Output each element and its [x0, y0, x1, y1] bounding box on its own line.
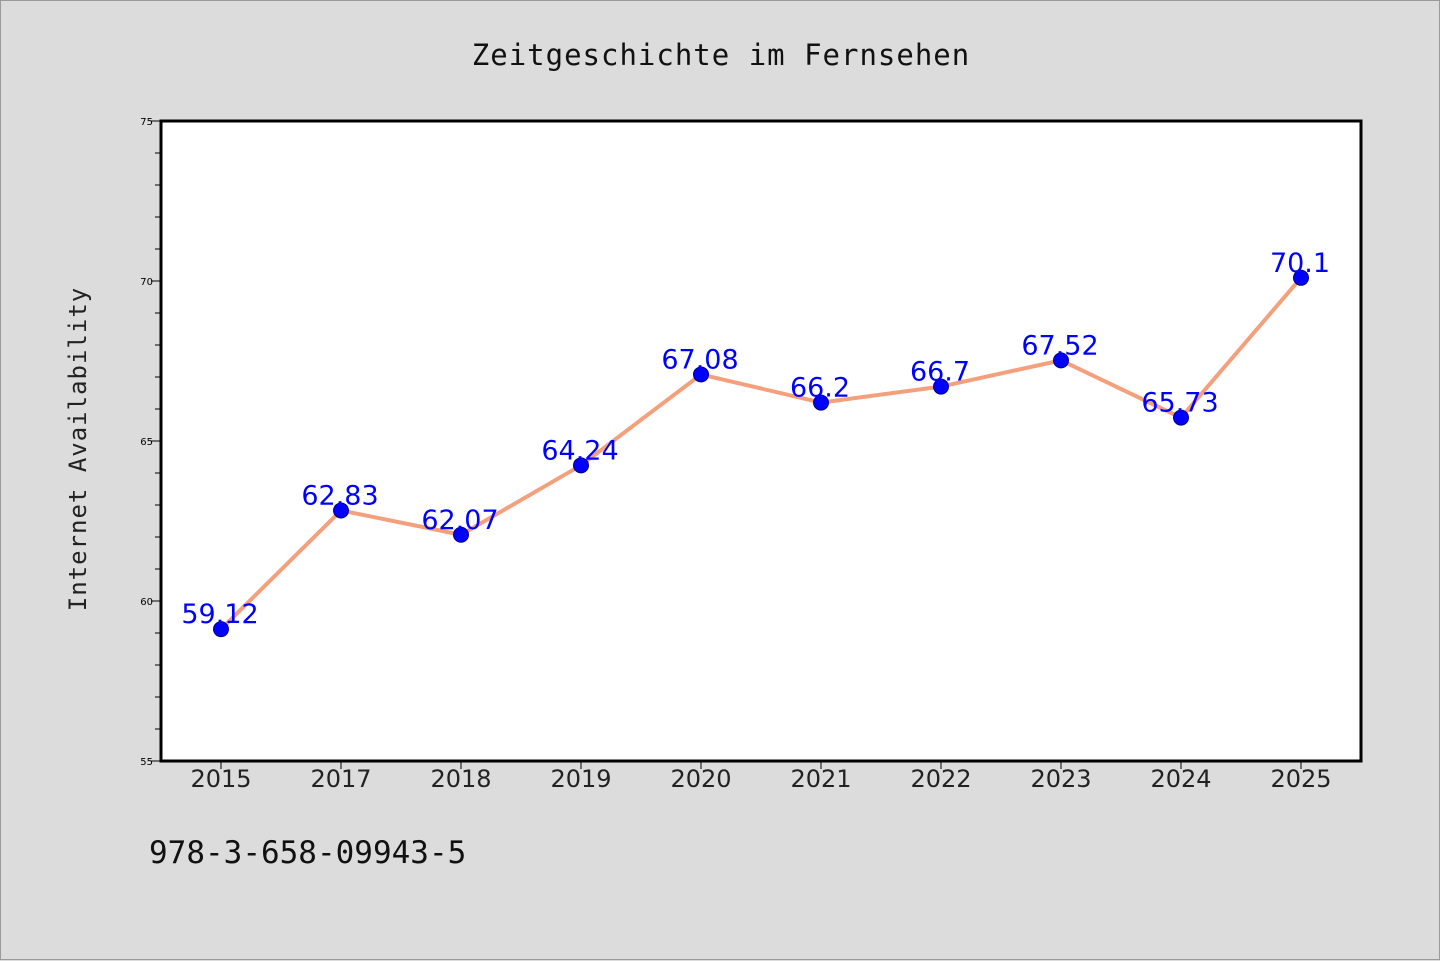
x-tick-label: 2020: [670, 765, 731, 793]
series-line: [219, 275, 1303, 632]
data-label: 65.73: [1141, 388, 1218, 419]
x-tick-label: 2023: [1030, 765, 1091, 793]
data-point: [933, 378, 949, 395]
data-point: [813, 394, 829, 411]
footnote-isbn: 978-3-658-09943-5: [149, 835, 467, 871]
y-tick-label: 60: [140, 597, 153, 608]
data-label: 66.2: [790, 373, 850, 404]
y-axis-ticks: 55 60 65 70 75: [140, 117, 161, 768]
x-tick-label: 2019: [550, 765, 611, 793]
data-label: 59.12: [181, 599, 258, 630]
data-point: [1293, 269, 1309, 286]
series-layer: [213, 269, 1309, 638]
data-point: [1053, 352, 1069, 369]
plot-area: [159, 119, 1363, 763]
x-tick-label: 2018: [430, 765, 491, 793]
x-tick-label: 2015: [190, 765, 251, 793]
data-label: 64.24: [541, 435, 618, 466]
chart-title: Zeitgeschichte im Fernsehen: [472, 38, 970, 72]
y-axis-label: Internet Availability: [64, 287, 92, 611]
data-point: [213, 621, 229, 638]
y-tick-label: 65: [140, 437, 153, 448]
data-point: [573, 457, 589, 474]
data-label: 62.83: [301, 480, 378, 511]
x-tick-label: 2024: [1150, 765, 1211, 793]
x-tick-label: 2021: [790, 765, 851, 793]
y-tick-label: 55: [140, 757, 153, 768]
y-tick-label: 75: [140, 117, 153, 128]
data-label: 70.1: [1270, 248, 1330, 279]
x-tick-label: 2022: [910, 765, 971, 793]
data-point: [1173, 409, 1189, 426]
y-tick-label: 70: [140, 277, 153, 288]
data-label: 67.52: [1021, 330, 1098, 361]
x-tick-label: 2025: [1270, 765, 1331, 793]
data-label: 67.08: [661, 344, 738, 375]
x-tick-label: 2017: [310, 765, 371, 793]
data-labels-layer: 59.12 62.83 62.07 64.24 67.08 66.2 66.7 67.52 65…: [181, 248, 1330, 630]
data-point: [333, 502, 349, 519]
x-axis-ticks: 2015 2017 2018 2019 2020 2021 2022 2023 2024 2025: [190, 761, 1332, 793]
data-label: 66.7: [910, 357, 970, 388]
data-label: 62.07: [421, 505, 498, 536]
data-point: [693, 366, 709, 383]
data-point: [453, 526, 469, 543]
